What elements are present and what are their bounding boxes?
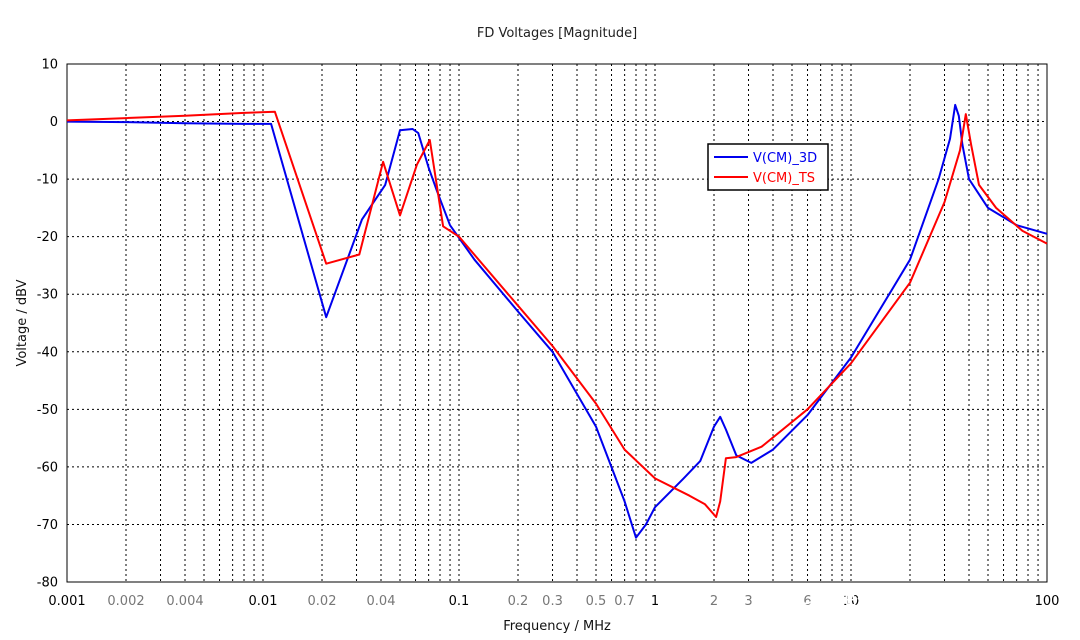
x-tick-label: 0.1 <box>449 594 470 609</box>
series-line-1 <box>66 110 1048 518</box>
x-tick-label-minor: 0.7 <box>614 594 635 609</box>
x-tick-label: 0.001 <box>48 594 85 609</box>
x-tick-label-minor: 0.004 <box>166 594 203 609</box>
wechat-icon <box>768 585 792 609</box>
tick-labels: 100-10-20-30-40-50-60-70-800.001 0.01 0.1 1… <box>37 58 1060 610</box>
y-tick-label: 10 <box>41 58 58 73</box>
x-tick-label-minor: 0.02 <box>308 594 337 609</box>
x-tick-label-minor: 0.04 <box>367 594 396 609</box>
y-tick-label: -80 <box>37 576 58 591</box>
legend-label-ts: V(CM)_TS <box>753 171 815 186</box>
y-tick-label: -30 <box>37 288 58 303</box>
y-tick-label: -60 <box>37 460 58 475</box>
x-tick-label-minor: 2 <box>710 594 718 609</box>
x-tick-label-minor: 6 <box>803 594 811 609</box>
x-tick-label-minor: 3 <box>744 594 752 609</box>
x-tick-label: 10 <box>843 594 860 609</box>
watermark: CST电磁兼容性仿真 <box>768 585 977 609</box>
plot-frame <box>66 63 1048 583</box>
y-tick-label: -10 <box>37 173 58 188</box>
y-tick-label: -50 <box>37 403 58 418</box>
x-tick-label: 100 <box>1035 594 1060 609</box>
x-tick-label-minor: 0.3 <box>542 594 563 609</box>
legend: V(CM)_3D V(CM)_TS <box>707 143 829 191</box>
legend-box <box>707 143 829 191</box>
x-axis-label: Frequency / MHz <box>503 619 611 634</box>
x-tick-label: 1 <box>651 594 659 609</box>
y-tick-label: -20 <box>37 230 58 245</box>
y-axis-label: Voltage / dBV <box>15 279 30 366</box>
legend-label-3d: V(CM)_3D <box>753 151 817 166</box>
series-line-0 <box>66 103 1048 539</box>
x-tick-label-minor: 0.5 <box>586 594 607 609</box>
watermark-text: CST电磁兼容性仿真 <box>798 585 977 609</box>
x-tick-label-minor: 0.002 <box>107 594 144 609</box>
grid <box>67 64 1047 582</box>
y-tick-label: -40 <box>37 345 58 360</box>
y-tick-label: -70 <box>37 518 58 533</box>
x-tick-label: 0.01 <box>249 594 278 609</box>
chart-title: FD Voltages [Magnitude] <box>477 26 637 41</box>
y-tick-label: 0 <box>50 115 58 130</box>
x-tick-label-minor: 0.2 <box>508 594 529 609</box>
series-lines <box>66 103 1048 539</box>
